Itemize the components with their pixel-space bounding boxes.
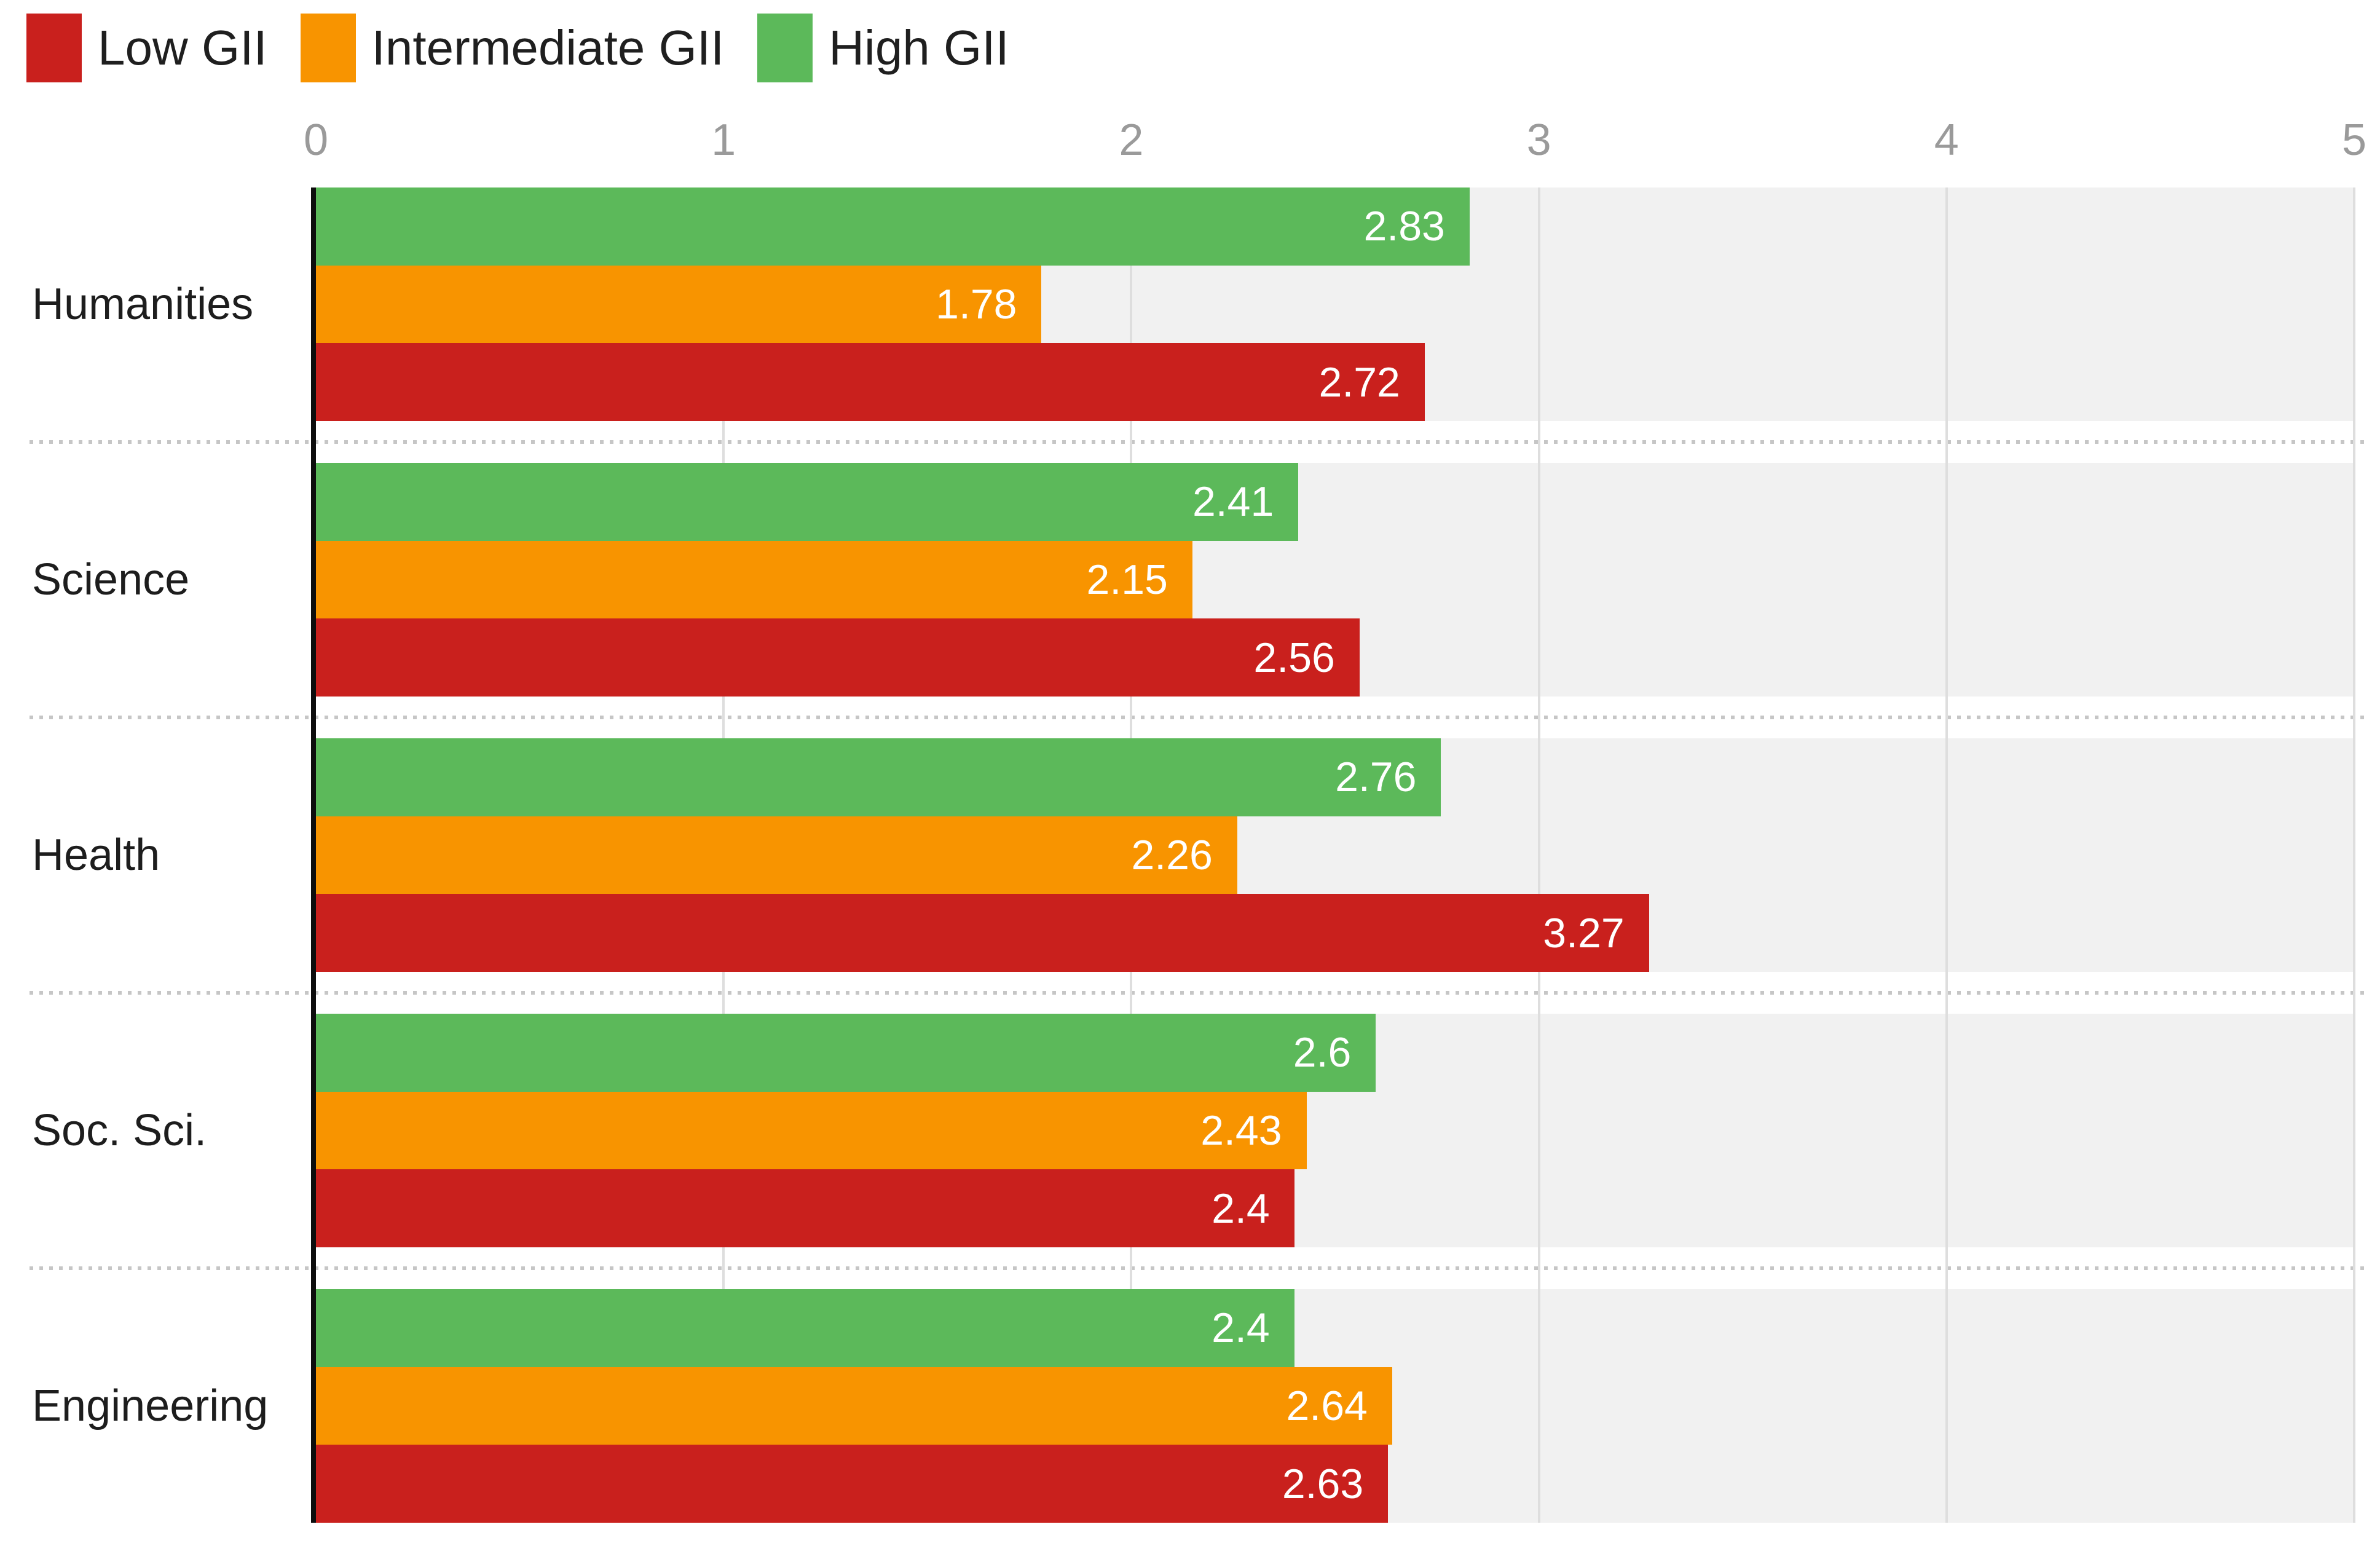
x-tick-1: 1 bbox=[711, 116, 736, 165]
group-health: Health 2.76 2.26 3.27 bbox=[0, 738, 2380, 973]
category-label-soc-sci: Soc. Sci. bbox=[32, 1106, 207, 1155]
group-band: 2.76 2.26 3.27 bbox=[316, 738, 2354, 973]
bar-row: 3.27 bbox=[316, 894, 2354, 973]
dotted-separator-line bbox=[30, 440, 2368, 444]
bar-intermediate-gii-engineering: 2.64 bbox=[316, 1367, 1392, 1445]
bar-value-label: 2.43 bbox=[1200, 1107, 1282, 1154]
bar-value-label: 2.83 bbox=[1363, 203, 1445, 250]
group-separator bbox=[0, 1247, 2380, 1289]
bar-high-gii-humanities: 2.83 bbox=[316, 187, 1470, 266]
dotted-separator-line bbox=[30, 991, 2368, 995]
bar-row: 2.63 bbox=[316, 1445, 2354, 1523]
bar-value-label: 2.56 bbox=[1253, 634, 1335, 681]
bar-value-label: 2.63 bbox=[1282, 1460, 1364, 1507]
plot-area: Humanities 2.83 1.78 2.72 bbox=[0, 187, 2380, 1523]
bar-high-gii-science: 2.41 bbox=[316, 463, 1299, 541]
bar-row: 1.78 bbox=[316, 265, 2354, 344]
legend-label-intermediate-gii: Intermediate GII bbox=[371, 20, 725, 75]
dotted-separator-line bbox=[30, 1266, 2368, 1270]
category-cell: Engineering bbox=[0, 1289, 316, 1523]
legend: Low GII Intermediate GII High GII bbox=[26, 14, 1042, 82]
dotted-separator-line bbox=[30, 716, 2368, 719]
bar-low-gii-health: 3.27 bbox=[316, 894, 1649, 973]
bar-high-gii-engineering: 2.4 bbox=[316, 1289, 1294, 1367]
bar-row: 2.83 bbox=[316, 187, 2354, 266]
legend-swatch-high-gii bbox=[757, 14, 813, 82]
bar-high-gii-health: 2.76 bbox=[316, 738, 1441, 816]
bar-high-gii-soc-sci: 2.6 bbox=[316, 1014, 1376, 1092]
bar-intermediate-gii-health: 2.26 bbox=[316, 816, 1237, 894]
bar-row: 2.6 bbox=[316, 1014, 2354, 1092]
group-soc-sci: Soc. Sci. 2.6 2.43 2.4 bbox=[0, 1014, 2380, 1248]
bar-row: 2.64 bbox=[316, 1367, 2354, 1445]
legend-item-low-gii: Low GII bbox=[26, 14, 267, 82]
bar-value-label: 2.41 bbox=[1192, 478, 1274, 526]
group-engineering: Engineering 2.4 2.64 2.63 bbox=[0, 1289, 2380, 1523]
category-label-engineering: Engineering bbox=[32, 1381, 269, 1431]
group-humanities: Humanities 2.83 1.78 2.72 bbox=[0, 187, 2380, 422]
category-cell: Humanities bbox=[0, 187, 316, 421]
bar-intermediate-gii-science: 2.15 bbox=[316, 540, 1192, 619]
bar-row: 2.72 bbox=[316, 343, 2354, 422]
bar-value-label: 1.78 bbox=[936, 281, 1017, 328]
x-tick-4: 4 bbox=[1934, 116, 1959, 165]
bar-low-gii-science: 2.56 bbox=[316, 618, 1360, 697]
legend-swatch-intermediate-gii bbox=[300, 14, 356, 82]
bar-row: 2.76 bbox=[316, 738, 2354, 816]
legend-label-low-gii: Low GII bbox=[98, 20, 267, 75]
bar-value-label: 2.4 bbox=[1212, 1185, 1270, 1232]
bar-intermediate-gii-humanities: 1.78 bbox=[316, 265, 1042, 344]
x-tick-3: 3 bbox=[1526, 116, 1551, 165]
bar-value-label: 2.72 bbox=[1318, 358, 1400, 406]
group-separator bbox=[0, 421, 2380, 463]
group-band: 2.6 2.43 2.4 bbox=[316, 1014, 2354, 1248]
bar-row: 2.4 bbox=[316, 1289, 2354, 1367]
group-separator bbox=[0, 697, 2380, 738]
bar-intermediate-gii-soc-sci: 2.43 bbox=[316, 1091, 1307, 1170]
bar-value-label: 2.4 bbox=[1212, 1304, 1270, 1352]
bar-low-gii-soc-sci: 2.4 bbox=[316, 1169, 1294, 1248]
legend-item-high-gii: High GII bbox=[757, 14, 1009, 82]
category-label-humanities: Humanities bbox=[32, 280, 254, 329]
legend-item-intermediate-gii: Intermediate GII bbox=[300, 14, 725, 82]
bar-value-label: 2.26 bbox=[1131, 832, 1213, 878]
legend-swatch-low-gii bbox=[26, 14, 82, 82]
category-cell: Soc. Sci. bbox=[0, 1014, 316, 1247]
bar-row: 2.43 bbox=[316, 1091, 2354, 1170]
bar-value-label: 2.64 bbox=[1286, 1383, 1368, 1429]
bar-row: 2.15 bbox=[316, 540, 2354, 619]
category-label-science: Science bbox=[32, 555, 190, 604]
bar-value-label: 2.6 bbox=[1293, 1029, 1352, 1076]
x-tick-0: 0 bbox=[303, 116, 329, 165]
bar-value-label: 2.76 bbox=[1335, 754, 1417, 801]
category-cell: Science bbox=[0, 463, 316, 697]
bar-row: 2.4 bbox=[316, 1169, 2354, 1248]
bar-row: 2.56 bbox=[316, 618, 2354, 697]
group-band: 2.41 2.15 2.56 bbox=[316, 463, 2354, 697]
group-science: Science 2.41 2.15 2.56 bbox=[0, 463, 2380, 697]
bar-row: 2.41 bbox=[316, 463, 2354, 541]
group-band: 2.83 1.78 2.72 bbox=[316, 187, 2354, 422]
bar-low-gii-humanities: 2.72 bbox=[316, 343, 1425, 422]
legend-label-high-gii: High GII bbox=[829, 20, 1009, 75]
x-axis-tick-labels: 0 1 2 3 4 5 bbox=[304, 109, 2366, 171]
x-tick-2: 2 bbox=[1119, 116, 1144, 165]
bar-value-label: 2.15 bbox=[1086, 556, 1168, 603]
group-band: 2.4 2.64 2.63 bbox=[316, 1289, 2354, 1523]
category-label-health: Health bbox=[32, 831, 160, 880]
group-separator bbox=[0, 972, 2380, 1014]
bar-low-gii-engineering: 2.63 bbox=[316, 1445, 1389, 1523]
category-cell: Health bbox=[0, 738, 316, 972]
bar-row: 2.26 bbox=[316, 816, 2354, 894]
x-tick-5: 5 bbox=[2341, 116, 2367, 165]
bar-value-label: 3.27 bbox=[1543, 909, 1625, 957]
